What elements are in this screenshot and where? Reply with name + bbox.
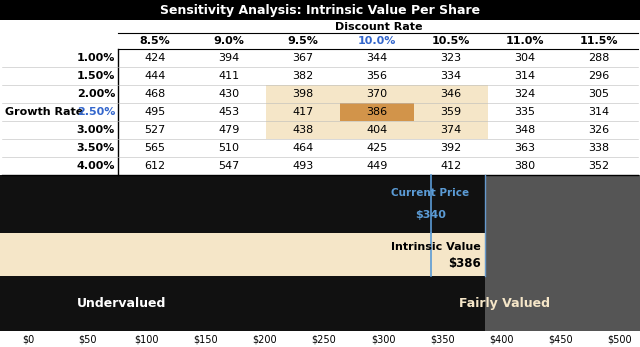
Text: 479: 479 xyxy=(218,125,240,135)
Text: 430: 430 xyxy=(218,89,239,99)
Text: 8.5%: 8.5% xyxy=(140,36,170,46)
Text: 9.5%: 9.5% xyxy=(287,36,319,46)
Text: 417: 417 xyxy=(292,107,314,117)
Text: $300: $300 xyxy=(371,334,396,344)
Text: 1.00%: 1.00% xyxy=(77,53,115,63)
FancyBboxPatch shape xyxy=(0,0,640,20)
FancyBboxPatch shape xyxy=(414,103,488,121)
FancyBboxPatch shape xyxy=(266,103,340,121)
FancyBboxPatch shape xyxy=(485,233,640,277)
Text: 10.0%: 10.0% xyxy=(358,36,396,46)
Text: $350: $350 xyxy=(430,334,454,344)
Text: 10.5%: 10.5% xyxy=(432,36,470,46)
FancyBboxPatch shape xyxy=(485,277,640,331)
Text: 468: 468 xyxy=(145,89,166,99)
Text: 334: 334 xyxy=(440,71,461,81)
Text: Sensitivity Analysis: Intrinsic Value Per Share: Sensitivity Analysis: Intrinsic Value Pe… xyxy=(160,3,480,17)
Text: 2.00%: 2.00% xyxy=(77,89,115,99)
Text: 305: 305 xyxy=(589,89,609,99)
Text: 326: 326 xyxy=(588,125,609,135)
Text: $250: $250 xyxy=(312,334,337,344)
Text: 324: 324 xyxy=(515,89,536,99)
FancyBboxPatch shape xyxy=(0,233,485,277)
Text: 382: 382 xyxy=(292,71,314,81)
Text: 359: 359 xyxy=(440,107,461,117)
Text: $200: $200 xyxy=(253,334,277,344)
Text: 449: 449 xyxy=(366,161,388,171)
Text: 367: 367 xyxy=(292,53,314,63)
Text: 412: 412 xyxy=(440,161,461,171)
Text: $500: $500 xyxy=(608,334,632,344)
Text: 348: 348 xyxy=(515,125,536,135)
Text: 493: 493 xyxy=(292,161,314,171)
Text: 3.00%: 3.00% xyxy=(77,125,115,135)
Text: 356: 356 xyxy=(367,71,387,81)
Text: 4.00%: 4.00% xyxy=(77,161,115,171)
FancyBboxPatch shape xyxy=(0,277,640,331)
Text: 386: 386 xyxy=(367,107,388,117)
Text: Fairly Valued: Fairly Valued xyxy=(460,297,550,310)
Text: 335: 335 xyxy=(515,107,536,117)
Text: $100: $100 xyxy=(134,334,159,344)
Text: $150: $150 xyxy=(193,334,218,344)
Text: Growth Rate: Growth Rate xyxy=(5,107,83,117)
Text: 296: 296 xyxy=(588,71,610,81)
Text: 411: 411 xyxy=(218,71,239,81)
Text: 314: 314 xyxy=(588,107,609,117)
Text: 370: 370 xyxy=(367,89,388,99)
Text: $386: $386 xyxy=(448,257,481,270)
Text: 380: 380 xyxy=(515,161,536,171)
Text: 398: 398 xyxy=(292,89,314,99)
Text: 547: 547 xyxy=(218,161,239,171)
FancyBboxPatch shape xyxy=(266,85,340,103)
Text: 11.5%: 11.5% xyxy=(580,36,618,46)
Text: 2.50%: 2.50% xyxy=(77,107,115,117)
Text: 323: 323 xyxy=(440,53,461,63)
Text: 495: 495 xyxy=(145,107,166,117)
Text: 392: 392 xyxy=(440,143,461,153)
Text: Discount Rate: Discount Rate xyxy=(335,22,423,32)
FancyBboxPatch shape xyxy=(340,103,414,121)
Text: Undervalued: Undervalued xyxy=(77,297,166,310)
Text: 464: 464 xyxy=(292,143,314,153)
Text: 346: 346 xyxy=(440,89,461,99)
Text: 352: 352 xyxy=(588,161,609,171)
Text: Current Price: Current Price xyxy=(392,188,470,198)
Text: 394: 394 xyxy=(218,53,239,63)
Text: $450: $450 xyxy=(548,334,573,344)
Text: 304: 304 xyxy=(515,53,536,63)
Text: 338: 338 xyxy=(588,143,609,153)
Text: 314: 314 xyxy=(515,71,536,81)
FancyBboxPatch shape xyxy=(340,85,414,103)
Text: $50: $50 xyxy=(78,334,97,344)
Text: 1.50%: 1.50% xyxy=(77,71,115,81)
Text: $0: $0 xyxy=(22,334,34,344)
Text: 424: 424 xyxy=(144,53,166,63)
Text: 444: 444 xyxy=(144,71,166,81)
Text: 344: 344 xyxy=(366,53,388,63)
Text: 11.0%: 11.0% xyxy=(506,36,544,46)
Text: 510: 510 xyxy=(218,143,239,153)
Text: Intrinsic Value: Intrinsic Value xyxy=(391,242,481,252)
Text: 565: 565 xyxy=(145,143,166,153)
Text: $400: $400 xyxy=(490,334,514,344)
Text: 374: 374 xyxy=(440,125,461,135)
Text: 527: 527 xyxy=(145,125,166,135)
FancyBboxPatch shape xyxy=(0,175,640,233)
Text: 9.0%: 9.0% xyxy=(214,36,244,46)
Text: 3.50%: 3.50% xyxy=(77,143,115,153)
FancyBboxPatch shape xyxy=(266,121,340,139)
Text: 425: 425 xyxy=(366,143,388,153)
FancyBboxPatch shape xyxy=(485,175,640,233)
Text: 453: 453 xyxy=(218,107,239,117)
Text: 612: 612 xyxy=(145,161,166,171)
Text: 438: 438 xyxy=(292,125,314,135)
FancyBboxPatch shape xyxy=(414,85,488,103)
Text: 404: 404 xyxy=(366,125,388,135)
FancyBboxPatch shape xyxy=(414,121,488,139)
Text: 288: 288 xyxy=(588,53,610,63)
Text: $340: $340 xyxy=(415,210,446,220)
FancyBboxPatch shape xyxy=(340,121,414,139)
Text: 363: 363 xyxy=(515,143,536,153)
